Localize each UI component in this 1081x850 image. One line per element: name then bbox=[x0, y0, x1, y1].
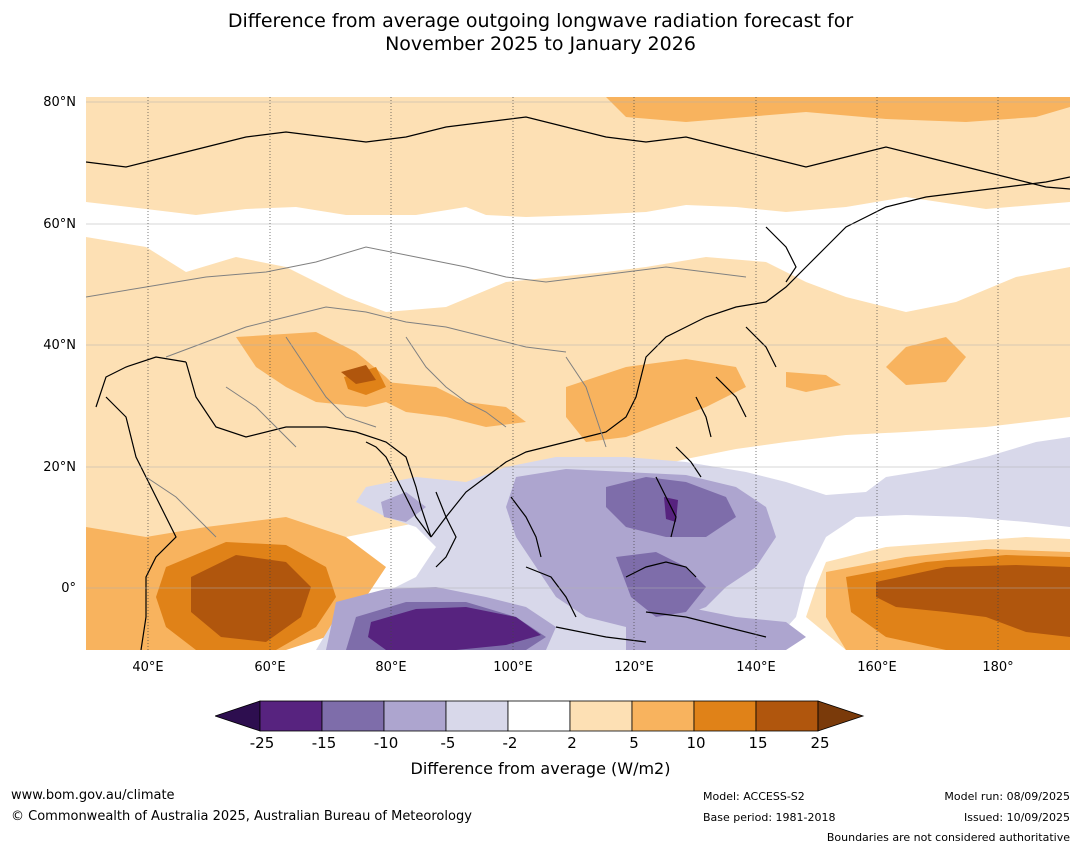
lon-label-140e: 140°E bbox=[736, 660, 776, 675]
colorbar-tick: 5 bbox=[629, 734, 639, 752]
base-period-text: Base period: 1981-2018 bbox=[703, 811, 836, 824]
model-run-text: Model run: 08/09/2025 bbox=[944, 790, 1070, 803]
chart-title: Difference from average outgoing longwav… bbox=[0, 10, 1081, 56]
meridians bbox=[147, 97, 999, 650]
colorbar-segment bbox=[383, 700, 447, 732]
colorbar-segment bbox=[507, 700, 571, 732]
lat-label-60n: 60°N bbox=[43, 217, 76, 232]
country-boundaries bbox=[86, 246, 747, 538]
colorbar-tick: -5 bbox=[440, 734, 456, 752]
lat-label-80n: 80°N bbox=[43, 95, 76, 110]
title-line-2: November 2025 to January 2026 bbox=[385, 33, 696, 55]
lon-label-100e: 100°E bbox=[493, 660, 533, 675]
colorbar-tick: 15 bbox=[748, 734, 768, 752]
copyright-text: © Commonwealth of Australia 2025, Austra… bbox=[11, 809, 472, 824]
parallels bbox=[86, 101, 1070, 589]
lon-label-80e: 80°E bbox=[375, 660, 407, 675]
lon-label-120e: 120°E bbox=[614, 660, 654, 675]
lon-label-40e: 40°E bbox=[132, 660, 164, 675]
colorbar-tick: 25 bbox=[810, 734, 830, 752]
disclaimer-text: Boundaries are not considered authoritat… bbox=[826, 831, 1070, 844]
colorbar-segment bbox=[445, 700, 509, 732]
lat-label-40n: 40°N bbox=[43, 338, 76, 353]
colorbar-tick: -2 bbox=[502, 734, 518, 752]
colorbar-tick: -25 bbox=[249, 734, 275, 752]
colorbar-segment bbox=[693, 700, 757, 732]
lon-label-160e: 160°E bbox=[857, 660, 897, 675]
colorbar-segment bbox=[569, 700, 633, 732]
colorbar bbox=[215, 700, 865, 732]
colorbar-tick: 2 bbox=[567, 734, 577, 752]
colorbar-tick: -15 bbox=[311, 734, 337, 752]
coastlines bbox=[86, 116, 1070, 650]
colorbar-extend-high bbox=[817, 700, 865, 732]
lon-label-60e: 60°E bbox=[254, 660, 286, 675]
olr-anomaly-map bbox=[86, 97, 1070, 650]
model-text: Model: ACCESS-S2 bbox=[703, 790, 805, 803]
lat-label-0: 0° bbox=[61, 581, 76, 596]
colorbar-segment bbox=[259, 700, 323, 732]
colorbar-segment bbox=[321, 700, 385, 732]
colorbar-segment bbox=[631, 700, 695, 732]
colorbar-label: Difference from average (W/m2) bbox=[410, 759, 671, 778]
lon-label-180: 180° bbox=[982, 660, 1014, 675]
colorbar-segment bbox=[755, 700, 819, 732]
title-line-1: Difference from average outgoing longwav… bbox=[227, 10, 854, 32]
issued-text: Issued: 10/09/2025 bbox=[963, 811, 1070, 824]
lat-label-20n: 20°N bbox=[43, 460, 76, 475]
colorbar-extend-low bbox=[215, 700, 261, 732]
colorbar-tick: 10 bbox=[686, 734, 706, 752]
website-link[interactable]: www.bom.gov.au/climate bbox=[11, 788, 175, 803]
anomaly-deep-purple bbox=[368, 497, 678, 650]
anomaly-brown bbox=[191, 365, 1070, 642]
colorbar-tick: -10 bbox=[373, 734, 399, 752]
